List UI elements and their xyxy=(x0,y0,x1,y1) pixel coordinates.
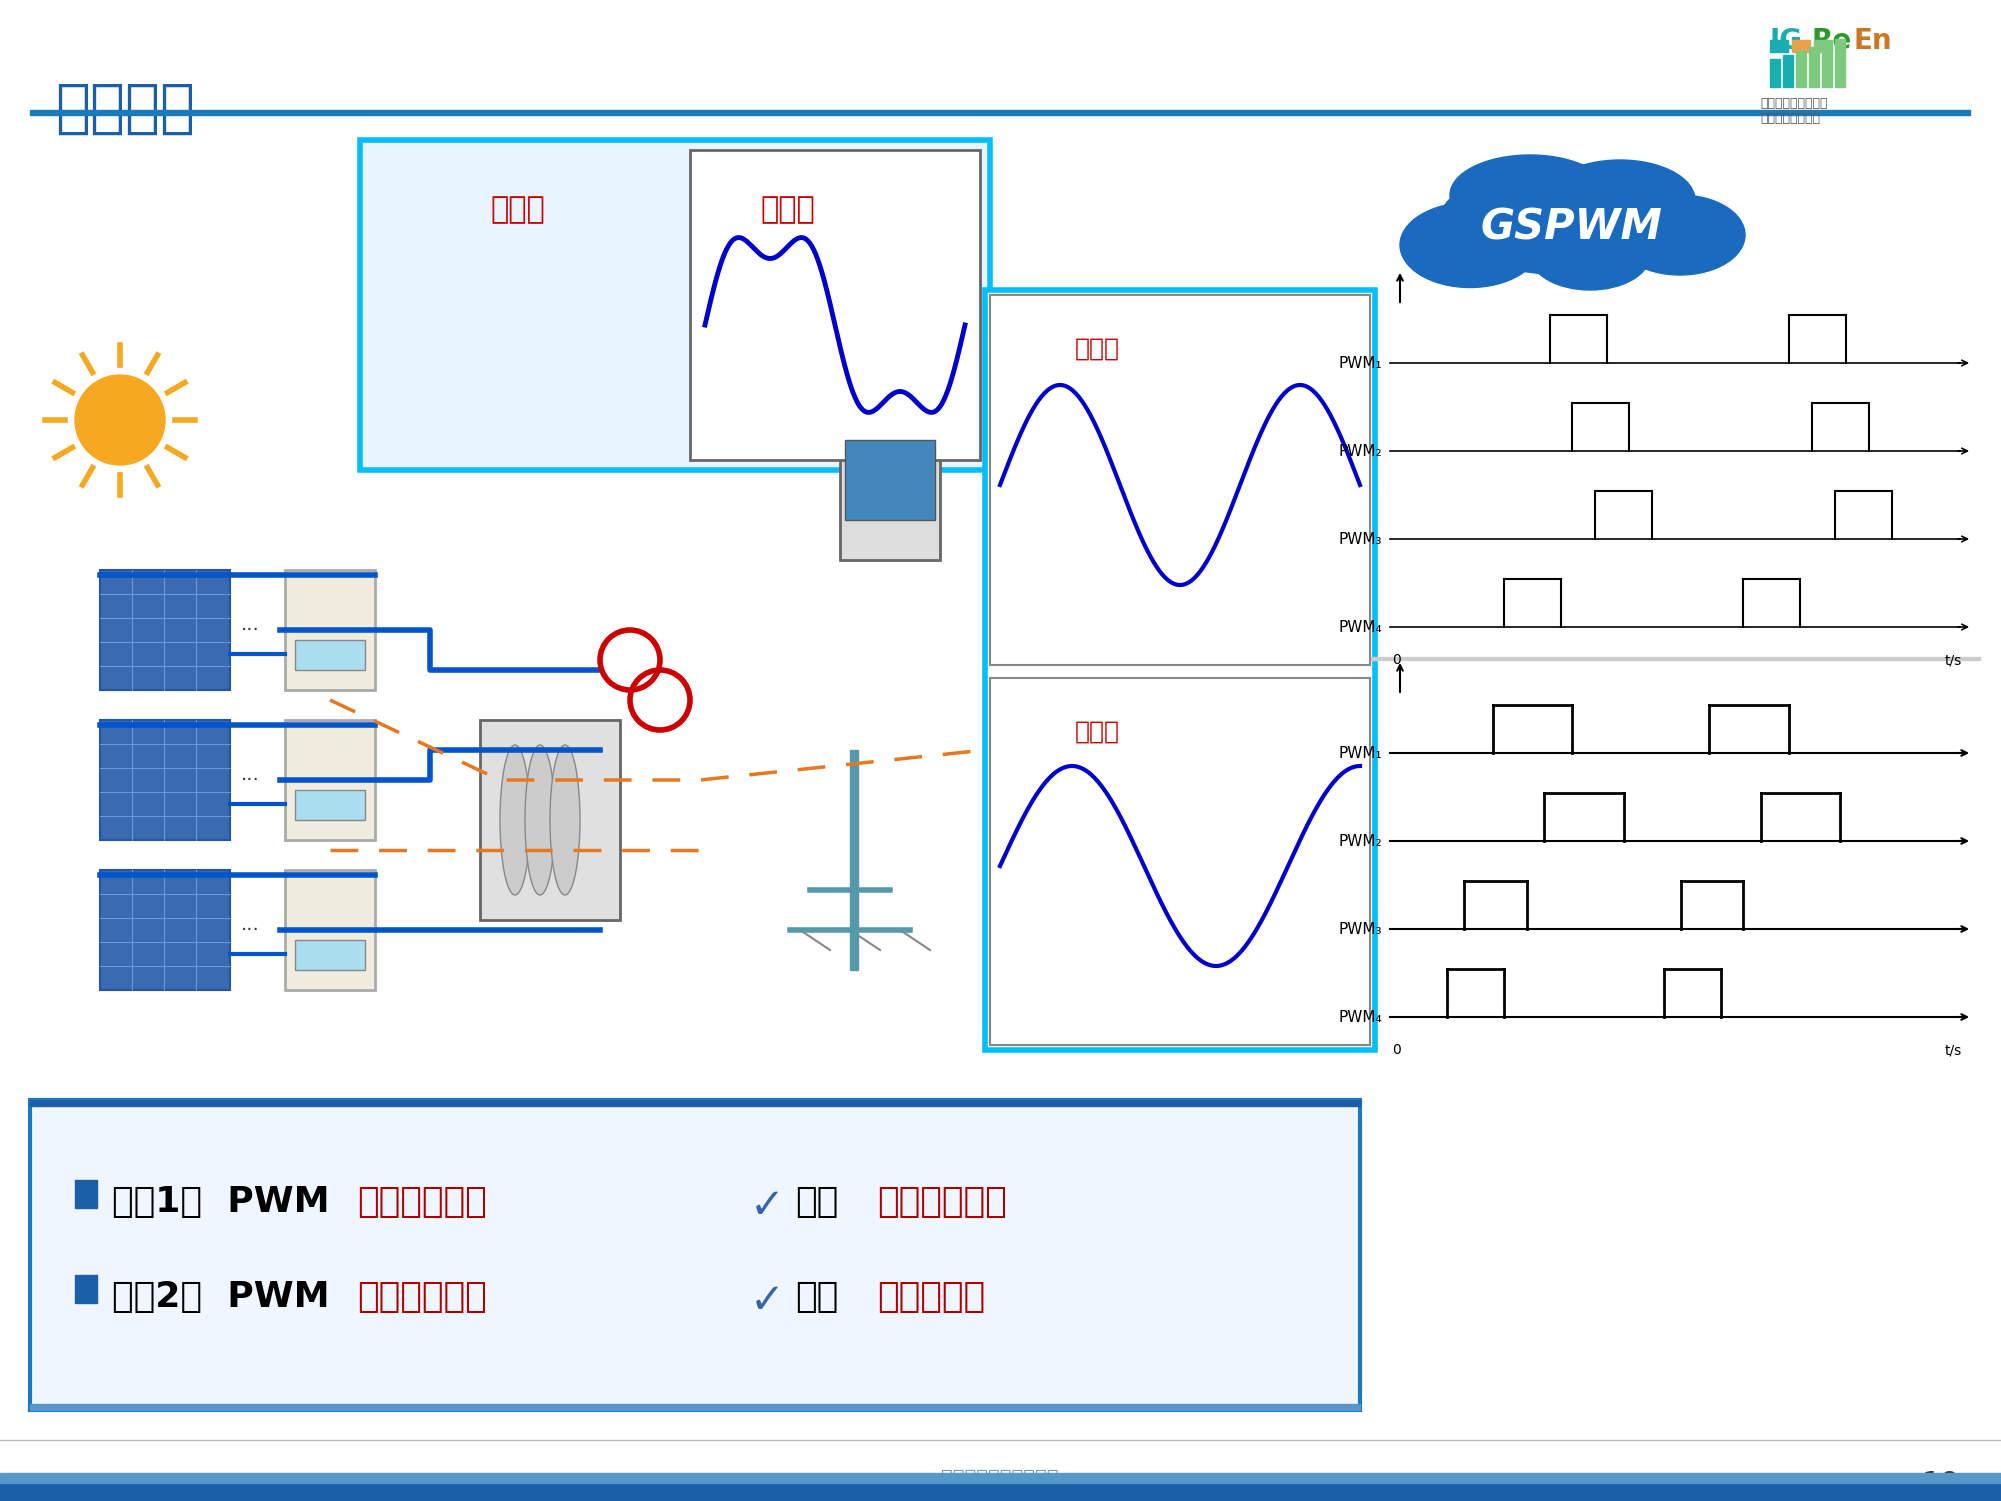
Text: 相位无法同步: 相位无法同步 xyxy=(356,1280,486,1313)
Bar xyxy=(990,678,1371,1045)
Bar xyxy=(1835,39,1845,87)
Bar xyxy=(1809,47,1819,87)
Ellipse shape xyxy=(524,744,554,895)
Text: 应用后: 应用后 xyxy=(1075,720,1121,744)
Bar xyxy=(30,1100,1361,1106)
Text: ✓: ✓ xyxy=(750,1184,784,1226)
Text: 应用后: 应用后 xyxy=(760,195,814,224)
Bar xyxy=(1371,657,1981,660)
Text: 0: 0 xyxy=(1393,1043,1401,1057)
Text: 问题1：  PWM: 问题1： PWM xyxy=(112,1184,330,1219)
Text: ···: ··· xyxy=(240,620,260,639)
Bar xyxy=(100,720,230,841)
Bar xyxy=(30,1100,1361,1409)
Text: 山东大学可再生能源: 山东大学可再生能源 xyxy=(1761,98,1827,110)
Text: t/s: t/s xyxy=(1945,1043,1963,1057)
Text: PWM₄: PWM₄ xyxy=(1339,1010,1383,1025)
Bar xyxy=(984,290,1375,1051)
Text: 应用前: 应用前 xyxy=(1075,338,1121,362)
Bar xyxy=(294,790,364,820)
Text: Re: Re xyxy=(1813,27,1853,56)
Text: 基于: 基于 xyxy=(794,1280,838,1313)
Bar xyxy=(74,1274,96,1303)
Text: PWM₃: PWM₃ xyxy=(1339,922,1383,937)
Ellipse shape xyxy=(1441,165,1701,275)
Text: 智能优化算法: 智能优化算法 xyxy=(876,1184,1007,1219)
Ellipse shape xyxy=(500,744,530,895)
Bar xyxy=(30,110,1971,116)
Text: En: En xyxy=(1855,27,1893,56)
Circle shape xyxy=(74,375,164,465)
Bar xyxy=(0,1472,2001,1483)
Bar xyxy=(284,871,374,991)
Text: 《电工技术学报》发布: 《电工技术学报》发布 xyxy=(940,1468,1059,1487)
Bar xyxy=(1771,59,1781,87)
Text: ✓: ✓ xyxy=(750,1280,784,1322)
Bar xyxy=(0,1483,2001,1501)
Bar xyxy=(100,871,230,991)
Bar xyxy=(990,296,1371,665)
Text: 应用前: 应用前 xyxy=(490,195,544,224)
Ellipse shape xyxy=(1401,203,1541,288)
Bar xyxy=(1823,44,1833,87)
Bar xyxy=(690,150,980,459)
Bar xyxy=(30,1403,1361,1409)
Text: 0: 0 xyxy=(1393,653,1401,666)
Bar xyxy=(1793,41,1811,53)
Bar xyxy=(840,429,940,560)
Text: IG: IG xyxy=(1771,27,1803,56)
Text: ···: ··· xyxy=(240,770,260,790)
Text: 基于: 基于 xyxy=(794,1184,838,1219)
Bar xyxy=(1797,51,1807,87)
Text: 低带宽通讯: 低带宽通讯 xyxy=(876,1280,984,1313)
Bar xyxy=(284,570,374,690)
Ellipse shape xyxy=(550,744,580,895)
Text: 与智能电网研究所: 与智能电网研究所 xyxy=(1761,113,1821,125)
Text: PWM₂: PWM₂ xyxy=(1339,833,1383,848)
Text: PWM₁: PWM₁ xyxy=(1339,746,1383,761)
Ellipse shape xyxy=(1545,161,1695,240)
Text: t/s: t/s xyxy=(1945,653,1963,666)
Bar xyxy=(1771,41,1789,53)
Text: 最佳相位未知: 最佳相位未知 xyxy=(356,1184,486,1219)
Text: GSPWM: GSPWM xyxy=(1481,206,1663,248)
Bar xyxy=(284,720,374,841)
Text: 问题2：  PWM: 问题2： PWM xyxy=(112,1280,330,1313)
Text: PWM₁: PWM₁ xyxy=(1339,356,1383,371)
Bar xyxy=(294,639,364,669)
Bar xyxy=(74,1180,96,1208)
Ellipse shape xyxy=(1531,221,1651,290)
Bar xyxy=(1783,56,1793,87)
Ellipse shape xyxy=(1451,155,1611,236)
Text: 基本原理: 基本原理 xyxy=(54,80,194,137)
Bar xyxy=(100,570,230,690)
Text: PWM₄: PWM₄ xyxy=(1339,620,1383,635)
Text: ···: ··· xyxy=(240,920,260,940)
Text: 19: 19 xyxy=(1921,1469,1961,1499)
Ellipse shape xyxy=(1615,195,1745,275)
Bar xyxy=(480,720,620,920)
Bar xyxy=(1815,41,1833,53)
Text: PWM₂: PWM₂ xyxy=(1339,443,1383,458)
Bar xyxy=(844,440,934,519)
Text: PWM₃: PWM₃ xyxy=(1339,531,1383,546)
Bar xyxy=(360,140,990,470)
Bar xyxy=(294,940,364,970)
Bar xyxy=(850,750,858,970)
